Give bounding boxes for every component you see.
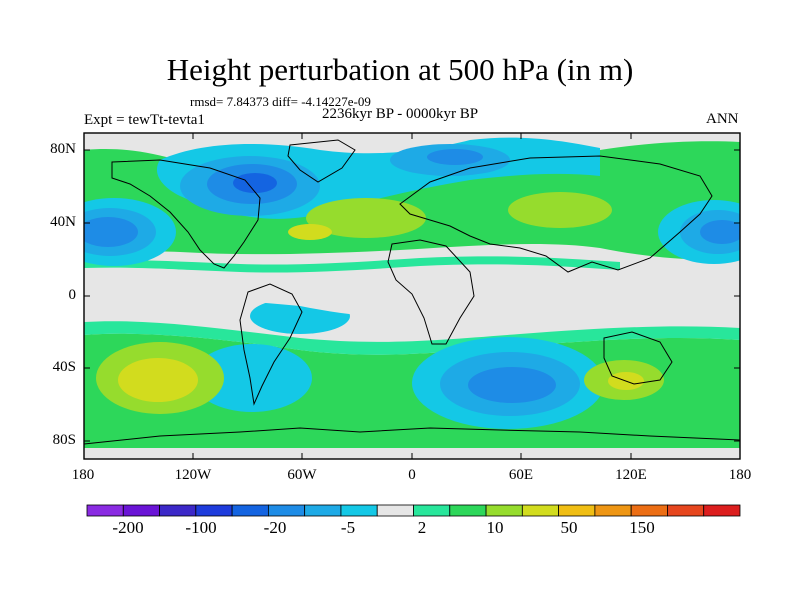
lat-tick-label: 80S <box>52 432 76 448</box>
colorbar-swatch <box>304 504 342 517</box>
colorbar-swatch <box>667 504 705 517</box>
experiment-label: Expt = tewTt-tevta1 <box>84 112 205 128</box>
coastline-north-america <box>111 159 261 269</box>
coastline-australia <box>603 331 673 385</box>
colorbar-swatch <box>267 504 306 517</box>
colorbar-label: -20 <box>263 518 287 537</box>
colorbar-swatch <box>558 504 596 517</box>
colorbar-swatch <box>340 504 378 517</box>
colorbar-label: 150 <box>629 518 655 537</box>
field-zone-south-edge <box>84 321 740 355</box>
colorbar-swatch <box>231 504 269 517</box>
colorbar-label: -200 <box>112 518 144 537</box>
lon-tick-label: 60E <box>508 467 534 483</box>
colorbar-swatch <box>449 504 487 517</box>
colorbar-swatch <box>122 504 160 517</box>
lon-tick-label: 120E <box>615 467 647 483</box>
lon-tick-label: 180 <box>728 467 752 483</box>
season-label: ANN <box>706 111 739 127</box>
field-zone-indian-low-core <box>468 367 556 403</box>
colorbar-swatch <box>159 504 197 517</box>
field-zone-pacific-low-core <box>84 217 138 247</box>
plot-title: Height perturbation at 500 hPa (in m) <box>166 52 634 87</box>
coastline-antarctica <box>84 427 740 445</box>
coastline-greenland <box>287 139 356 183</box>
field-zone-north-band-mid <box>84 256 620 273</box>
colorbar-swatch <box>630 504 668 517</box>
lat-tick-label: 40S <box>52 359 76 375</box>
colorbar-label: 10 <box>486 518 504 537</box>
colorbar-label: -5 <box>340 518 356 537</box>
field-zone-andes-blue <box>192 344 312 412</box>
colorbar-swatch <box>521 504 560 517</box>
coastline-africa <box>387 239 475 345</box>
colorbar-swatch <box>703 504 741 517</box>
lat-tick-label: 0 <box>68 287 77 303</box>
field-zone-asia-low-core <box>700 220 740 244</box>
field-zone-atlantic-high-core <box>288 224 332 240</box>
lon-tick-label: 0 <box>408 467 416 483</box>
colorbar-label: -100 <box>185 518 217 537</box>
colorbar-swatch <box>86 504 124 517</box>
colorbar-swatch <box>413 504 451 517</box>
coastline-eurasia <box>399 155 713 273</box>
field-zone-atlantic-high <box>306 198 426 238</box>
rmsd-diff-stats: rmsd= 7.84373 diff= -4.14227e-09 <box>190 94 371 109</box>
field-zone-siberia-low-core <box>427 149 483 165</box>
colorbar-swatch <box>594 504 632 517</box>
colorbar-swatch <box>485 504 523 517</box>
lon-tick-label: 120W <box>174 467 212 483</box>
field-zone-atlantic-low-center <box>233 173 277 193</box>
lat-tick-label: 80N <box>50 141 76 157</box>
lon-tick-label: 60W <box>287 467 317 483</box>
time-period-label: 2236kyr BP - 0000kyr BP <box>322 106 479 122</box>
field-zone-asia-high <box>508 192 612 228</box>
colorbar-label: 2 <box>417 518 427 537</box>
coastline-south-america <box>239 283 303 406</box>
colorbar-label: 50 <box>560 518 578 537</box>
colorbar-swatch <box>376 504 414 517</box>
lon-tick-label: 180 <box>71 467 95 483</box>
lat-tick-label: 40N <box>50 214 76 230</box>
colorbar-swatch <box>195 504 233 517</box>
field-zone-south-pacific-high-core <box>118 358 198 402</box>
